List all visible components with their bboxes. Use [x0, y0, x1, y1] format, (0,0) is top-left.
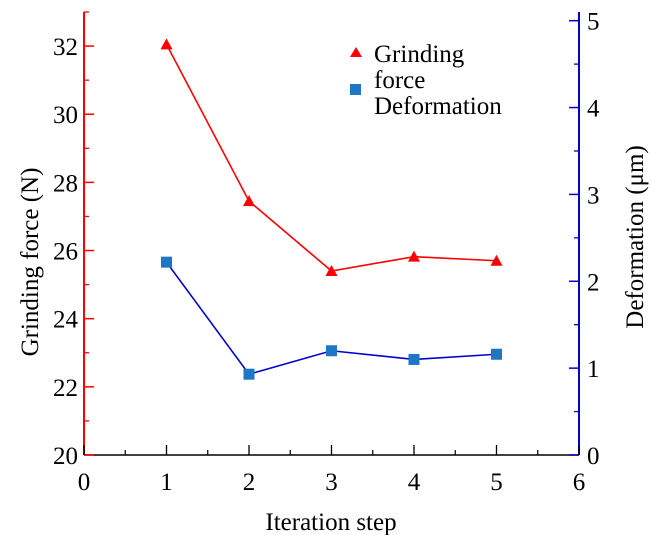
grinding-force-point [408, 250, 420, 262]
legend-marker-deformation [350, 84, 361, 95]
x-tick-label: 1 [160, 469, 173, 496]
left-y-tick-label: 28 [53, 170, 78, 197]
legend-marker-grinding-force [350, 47, 362, 57]
grinding-force-point [325, 264, 338, 276]
x-ticks: 0 1 2 3 4 5 6 [78, 445, 586, 496]
deformation-point [326, 345, 337, 357]
right-y-tick-label: 1 [587, 356, 600, 383]
left-y-tick-label: 22 [53, 375, 78, 402]
x-tick-label: 2 [243, 469, 256, 496]
right-y-tick-label: 3 [587, 182, 600, 209]
x-tick-label: 3 [325, 469, 338, 496]
deformation-point [408, 353, 420, 365]
right-y-tick-label: 2 [587, 269, 600, 296]
left-y-tick-label: 32 [53, 34, 78, 61]
legend-label-line1: Grinding [374, 41, 465, 68]
x-tick-label: 5 [490, 469, 503, 496]
grinding-force-point [490, 254, 503, 266]
series-layer [160, 38, 503, 380]
left-y-tick-label: 24 [53, 307, 79, 334]
right-y-tick-label: 5 [587, 9, 600, 36]
deformation-line [165, 261, 497, 376]
legend-label-line2: force [374, 67, 425, 94]
grinding-force-point [160, 38, 173, 50]
right-y-tick-label: 4 [587, 96, 600, 123]
grinding-force-line [165, 44, 497, 272]
left-y-axis-label: Grinding force (N) [17, 168, 44, 357]
left-y-ticks: 20 22 24 26 28 30 32 [53, 11, 94, 470]
deformation-point [161, 256, 172, 268]
left-y-tick-label: 30 [53, 102, 78, 129]
left-y-tick-label: 20 [53, 443, 78, 470]
grinding-force-point [243, 195, 255, 207]
right-y-axis-label: Deformation (μm) [622, 145, 649, 328]
legend: Grinding force Deformation [350, 41, 502, 120]
x-tick-label: 6 [573, 469, 586, 496]
x-axis-label: Iteration step [265, 509, 396, 535]
right-y-tick-label: 0 [587, 443, 600, 470]
deformation-point [491, 348, 502, 360]
left-y-tick-label: 26 [53, 239, 78, 266]
legend-label-line3: Deformation [374, 93, 502, 120]
x-tick-label: 0 [78, 469, 91, 496]
x-tick-label: 4 [408, 469, 421, 496]
deformation-point [243, 368, 255, 380]
right-y-ticks: 0 1 2 3 4 5 [569, 9, 600, 470]
